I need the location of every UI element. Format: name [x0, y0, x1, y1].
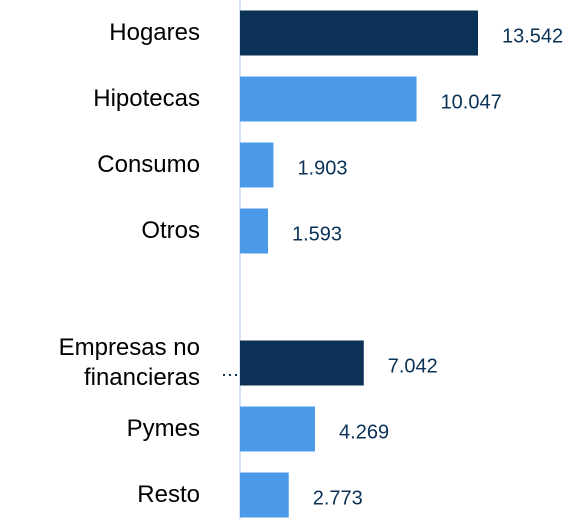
bar: [240, 406, 316, 452]
category-label: Hogares: [109, 19, 200, 46]
value-label: 1.593: [291, 223, 343, 246]
bar: [240, 472, 289, 518]
bar: [240, 76, 417, 122]
category-label: Otros: [141, 217, 200, 244]
category-label: Empresas no financieras: [58, 334, 200, 391]
bar: [240, 340, 364, 386]
value-label: 7.042: [387, 355, 438, 378]
bar: [240, 208, 268, 254]
category-label: Consumo: [97, 151, 200, 178]
category-label: Pymes: [126, 415, 200, 442]
bar: [240, 10, 478, 56]
value-label: 10.047: [440, 91, 502, 114]
value-label: 1.903: [297, 157, 348, 180]
value-label: 4.269: [339, 421, 390, 444]
bar: [240, 142, 274, 188]
category-label: Resto: [137, 481, 200, 508]
value-label: 2.773: [312, 487, 363, 510]
value-label: 13.542: [502, 25, 564, 48]
category-label: Hipotecas: [93, 85, 200, 112]
